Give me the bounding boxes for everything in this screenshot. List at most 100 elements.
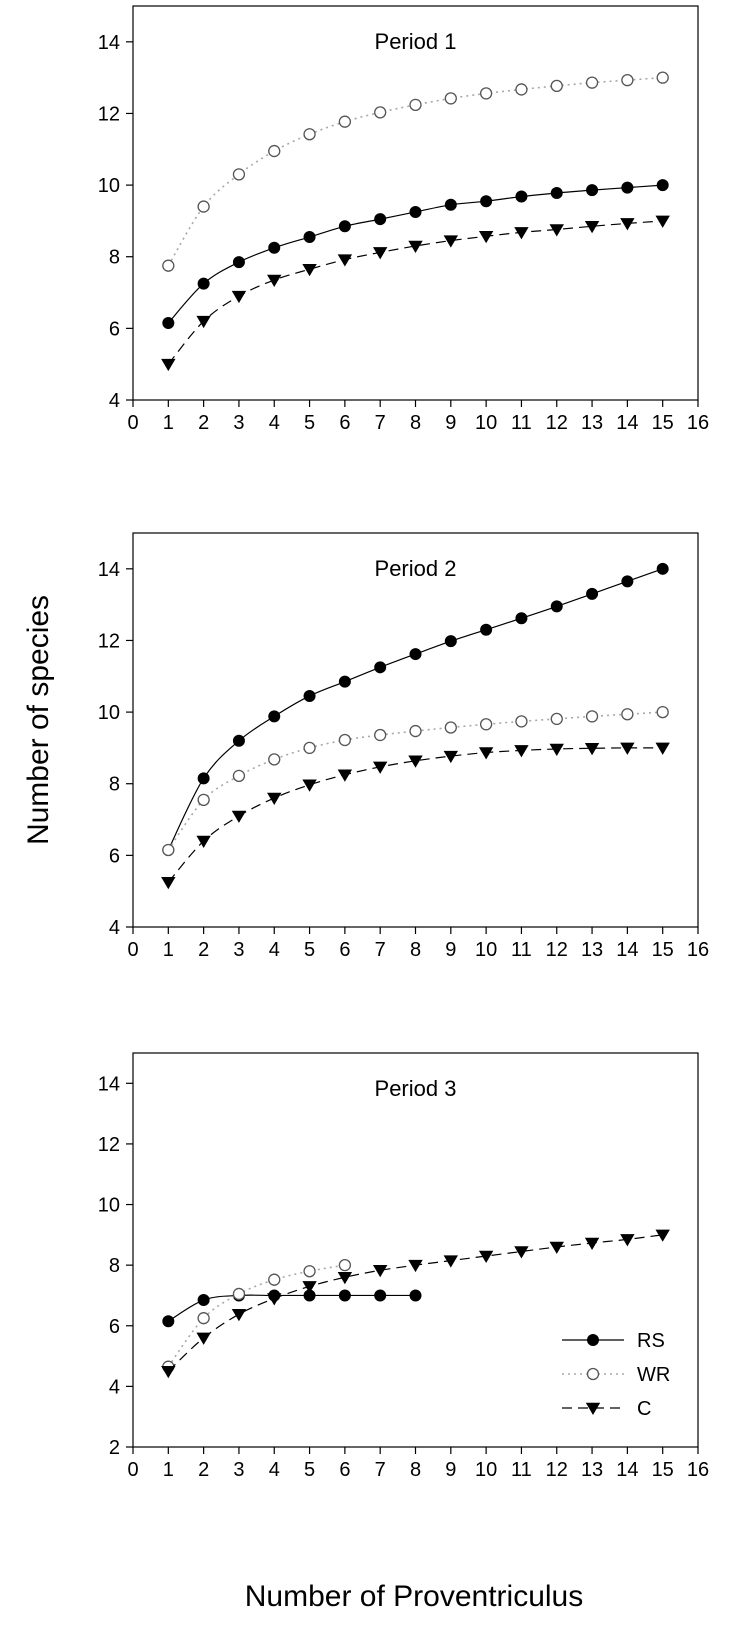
marker-rs [162, 1315, 175, 1328]
marker-c [514, 227, 529, 240]
marker-rs [409, 205, 422, 218]
marker-wr [268, 1273, 281, 1286]
marker-c [302, 779, 317, 792]
y-tick-label: 12 [98, 1134, 120, 1156]
marker-c [408, 1259, 423, 1273]
marker-c [196, 835, 211, 849]
marker-rs [656, 562, 669, 575]
marker-c [196, 315, 211, 329]
marker-rs [586, 184, 599, 197]
marker-c [231, 1308, 247, 1322]
marker-c [549, 224, 564, 237]
x-tick-label: 5 [304, 939, 315, 961]
x-tick-label: 2 [198, 412, 209, 434]
marker-c [620, 218, 635, 231]
x-tick-label: 16 [687, 939, 709, 961]
marker-c [302, 263, 317, 277]
marker-wr [444, 721, 457, 734]
marker-rs [374, 661, 387, 674]
marker-wr [585, 76, 599, 89]
y-tick-label: 14 [98, 1073, 120, 1095]
marker-wr [515, 83, 528, 96]
y-tick-label: 4 [109, 390, 120, 412]
marker-c [267, 1293, 282, 1306]
x-tick-label: 16 [687, 412, 709, 434]
marker-c [584, 1237, 600, 1250]
x-tick-label: 3 [233, 412, 244, 434]
legend-marker-rs [587, 1334, 599, 1346]
series-line-rs [167, 184, 663, 324]
x-tick-label: 3 [233, 1459, 244, 1481]
marker-rs [232, 256, 245, 269]
marker-rs [197, 1294, 210, 1307]
series-line-wr [167, 1264, 346, 1368]
x-tick-label: 1 [163, 939, 174, 961]
marker-wr [550, 79, 563, 93]
marker-c [161, 876, 176, 890]
marker-wr [303, 128, 316, 141]
x-tick-label: 16 [687, 1459, 709, 1481]
y-tick-label: 8 [109, 774, 120, 796]
x-tick-label: 12 [546, 939, 568, 961]
x-tick-label: 15 [652, 1459, 674, 1481]
marker-rs [550, 600, 563, 613]
y-axis-title: Number of species [22, 595, 55, 845]
x-tick-label: 7 [375, 412, 386, 434]
marker-c [584, 221, 600, 234]
series-line-rs [167, 568, 663, 851]
x-tick-label: 5 [304, 412, 315, 434]
marker-wr [374, 728, 387, 742]
x-tick-label: 14 [616, 412, 638, 434]
marker-rs [303, 689, 316, 702]
marker-c [655, 742, 670, 755]
marker-wr [479, 87, 493, 100]
marker-c [620, 742, 635, 755]
marker-c [408, 755, 423, 768]
marker-wr [232, 168, 246, 181]
marker-wr [162, 843, 175, 857]
marker-rs [197, 772, 210, 785]
x-tick-label: 7 [375, 1459, 386, 1481]
y-tick-label: 8 [109, 1255, 120, 1277]
x-tick-label: 15 [652, 412, 674, 434]
x-tick-label: 12 [546, 1459, 568, 1481]
marker-c [620, 1234, 635, 1247]
marker-wr [338, 1259, 352, 1272]
marker-wr [515, 715, 528, 728]
y-tick-label: 10 [98, 175, 120, 197]
marker-rs [480, 195, 493, 208]
y-tick-label: 10 [98, 1195, 120, 1217]
x-tick-label: 2 [198, 939, 209, 961]
x-tick-label: 4 [269, 412, 280, 434]
marker-c [267, 792, 282, 806]
x-tick-label: 0 [127, 412, 138, 434]
marker-wr [479, 718, 493, 731]
panel-title: Period 1 [375, 29, 457, 54]
legend-marker-wr [586, 1367, 600, 1381]
marker-c [655, 215, 670, 228]
marker-wr [409, 724, 422, 738]
x-tick-label: 6 [339, 939, 350, 961]
marker-wr [585, 710, 599, 723]
x-tick-label: 11 [511, 939, 532, 961]
marker-wr [303, 741, 316, 755]
marker-c [372, 1265, 388, 1278]
panel-title: Period 3 [375, 1076, 457, 1101]
series-line-wr [167, 76, 663, 267]
marker-rs [480, 623, 493, 636]
x-tick-label: 1 [163, 412, 174, 434]
marker-wr [338, 115, 352, 128]
x-tick-label: 13 [581, 1459, 603, 1481]
x-tick-label: 8 [410, 412, 421, 434]
x-tick-label: 9 [445, 939, 456, 961]
marker-c [478, 1250, 494, 1264]
x-tick-label: 3 [233, 939, 244, 961]
marker-rs [268, 241, 281, 254]
marker-c [161, 1365, 176, 1379]
marker-wr [303, 1265, 316, 1278]
marker-wr [197, 200, 210, 213]
x-tick-label: 4 [269, 939, 280, 961]
